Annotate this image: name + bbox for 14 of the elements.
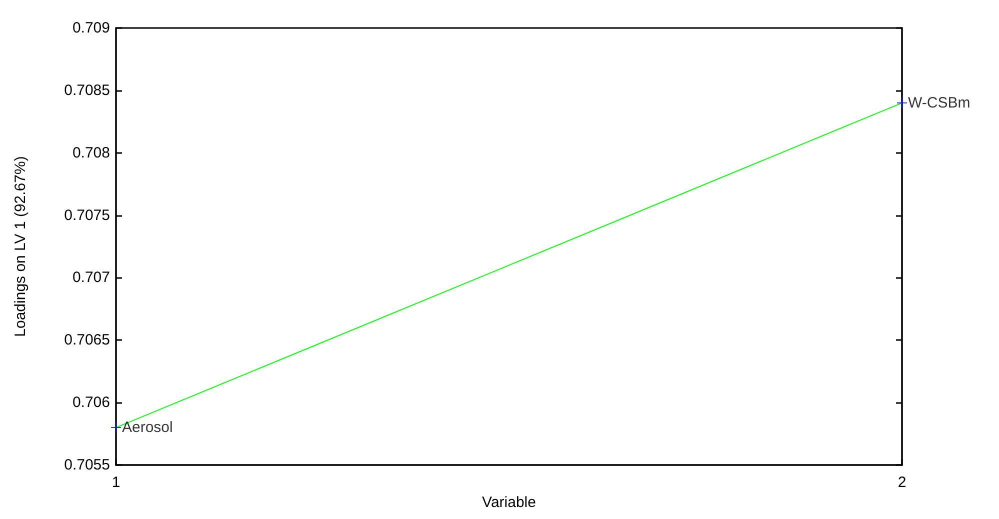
y-tick-label: 0.708 [72,144,110,162]
x-tick-label: 1 [112,474,120,491]
annotation: Aerosol [122,419,173,436]
x-axis-title: Variable [482,494,536,511]
y-tick-label: 0.7055 [64,456,110,474]
annotation: W-CSBm [908,94,970,112]
y-axis-title: Loadings on LV 1 (92.67%) [12,156,29,337]
y-tick-label: 0.709 [72,20,110,36]
y-tick-label: 0.707 [72,269,110,286]
y-tick-label: 0.7085 [64,82,110,99]
y-tick-label: 0.706 [72,394,110,412]
y-tick-label: 0.7065 [64,332,110,349]
y-tick-label: 0.7075 [64,206,110,224]
x-tick-label: 2 [898,474,906,491]
